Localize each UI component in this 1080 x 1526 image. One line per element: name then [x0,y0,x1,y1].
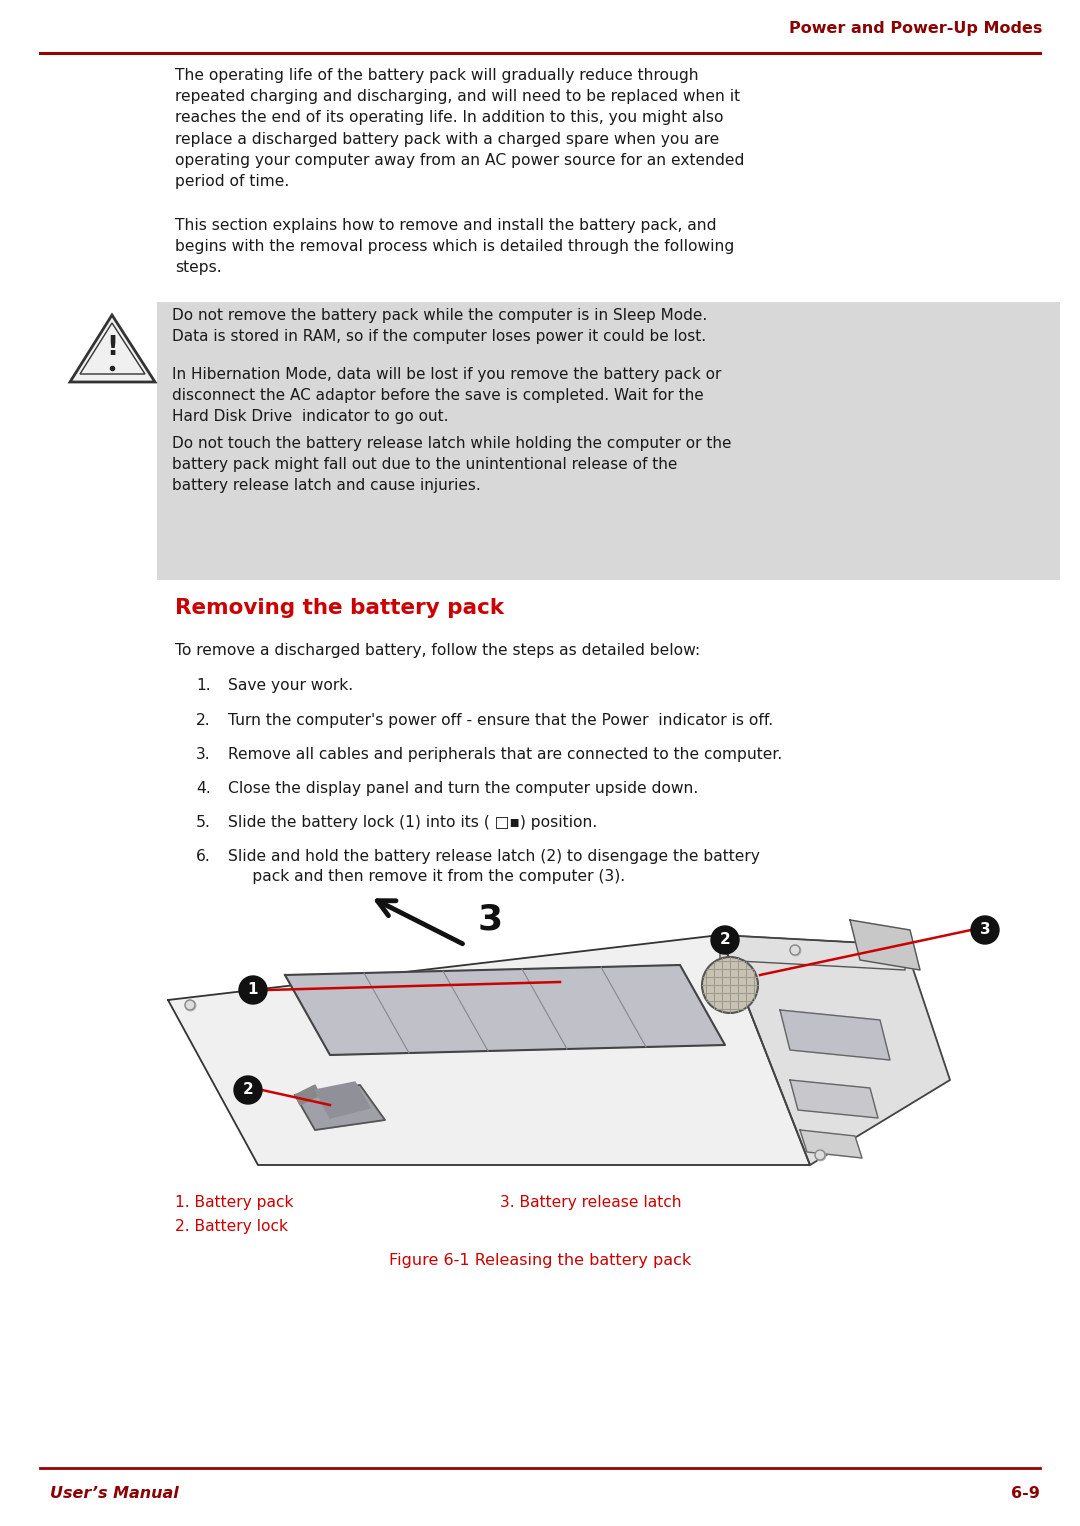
Text: 3. Battery release latch: 3. Battery release latch [500,1195,681,1210]
Polygon shape [720,935,905,971]
Text: Do not touch the battery release latch while holding the computer or the
battery: Do not touch the battery release latch w… [172,436,731,493]
Text: 6.: 6. [195,848,211,864]
Text: 4.: 4. [195,781,211,797]
Text: 1. Battery pack: 1. Battery pack [175,1195,294,1210]
Polygon shape [70,314,156,382]
Text: 6-9: 6-9 [1011,1486,1040,1502]
Polygon shape [780,1010,890,1061]
FancyBboxPatch shape [157,302,1059,580]
Text: 2.: 2. [195,713,211,728]
Polygon shape [800,1129,862,1158]
Text: 5.: 5. [195,815,211,830]
Text: Remove all cables and peripherals that are connected to the computer.: Remove all cables and peripherals that a… [228,748,782,761]
Text: Save your work.: Save your work. [228,678,353,693]
Text: 3.: 3. [195,748,211,761]
Circle shape [971,916,999,945]
Text: 3: 3 [980,923,990,937]
Polygon shape [168,935,810,1164]
Text: 1.: 1. [195,678,211,693]
Text: 2: 2 [243,1082,254,1097]
Polygon shape [720,935,950,1164]
Circle shape [815,1151,825,1160]
Text: 3: 3 [477,903,502,937]
Text: 2. Battery lock: 2. Battery lock [175,1219,288,1235]
Text: In Hibernation Mode, data will be lost if you remove the battery pack or
disconn: In Hibernation Mode, data will be lost i… [172,366,721,424]
Circle shape [234,1076,262,1103]
Circle shape [789,945,800,955]
Polygon shape [295,1085,384,1129]
Circle shape [185,1000,195,1010]
Text: This section explains how to remove and install the battery pack, and
begins wit: This section explains how to remove and … [175,218,734,276]
Text: To remove a discharged battery, follow the steps as detailed below:: To remove a discharged battery, follow t… [175,642,700,658]
Text: !: ! [106,336,118,362]
Polygon shape [285,964,725,1054]
Text: User’s Manual: User’s Manual [50,1486,179,1502]
Polygon shape [789,1080,878,1119]
Text: Do not remove the battery pack while the computer is in Sleep Mode.
Data is stor: Do not remove the battery pack while the… [172,308,707,343]
Polygon shape [850,920,920,971]
Text: The operating life of the battery pack will gradually reduce through
repeated ch: The operating life of the battery pack w… [175,69,744,189]
Text: 2: 2 [719,932,730,948]
Text: Power and Power-Up Modes: Power and Power-Up Modes [788,20,1042,35]
Text: Figure 6-1 Releasing the battery pack: Figure 6-1 Releasing the battery pack [389,1253,691,1268]
Circle shape [239,977,267,1004]
Text: Close the display panel and turn the computer upside down.: Close the display panel and turn the com… [228,781,699,797]
Text: Turn the computer's power off - ensure that the Power  indicator is off.: Turn the computer's power off - ensure t… [228,713,773,728]
Text: Slide the battery lock (1) into its ( □▪) position.: Slide the battery lock (1) into its ( □▪… [228,815,597,830]
Text: Removing the battery pack: Removing the battery pack [175,598,504,618]
Text: 1: 1 [247,983,258,998]
Text: Slide and hold the battery release latch (2) to disengage the battery
     pack : Slide and hold the battery release latch… [228,848,760,885]
Polygon shape [315,1082,370,1119]
Circle shape [702,957,758,1013]
Circle shape [711,926,739,954]
Polygon shape [295,1085,320,1105]
